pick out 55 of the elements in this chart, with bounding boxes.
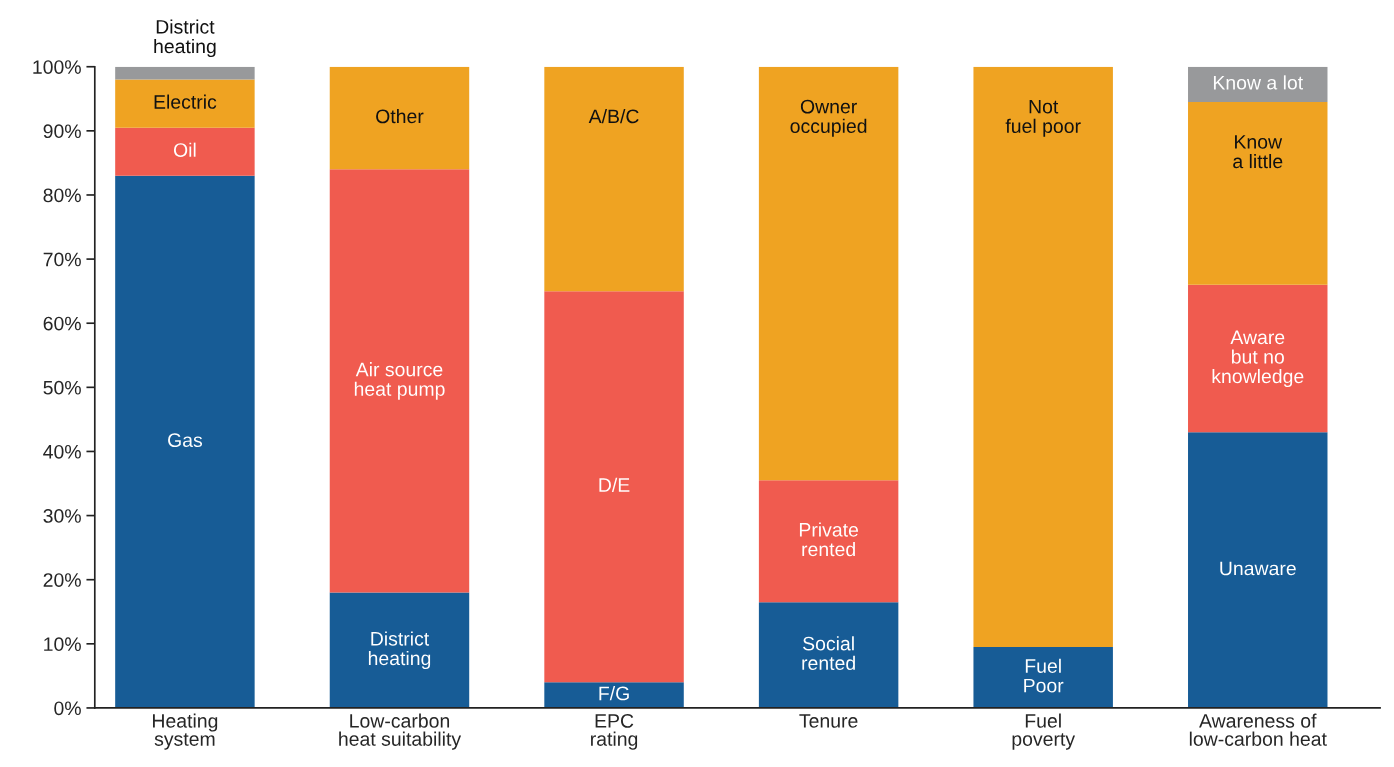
bar xyxy=(544,291,684,683)
y-tick-label: 20% xyxy=(43,573,81,587)
data-label: Private rented xyxy=(799,522,859,557)
y-tick-label: 50% xyxy=(43,380,81,395)
data-label: Know a lot xyxy=(1213,75,1304,90)
x-tick-label: EPC rating xyxy=(591,714,638,750)
y-tick-label: 100% xyxy=(33,60,81,74)
bar xyxy=(1188,284,1328,433)
data-label: Not fuel poor xyxy=(1005,99,1081,137)
y-tick-label: 40% xyxy=(43,444,81,459)
bar xyxy=(973,647,1113,708)
data-label: Air source heat pump xyxy=(354,362,445,400)
data-label: Aware but no knowledge xyxy=(1212,330,1304,388)
bar xyxy=(544,682,684,708)
bar xyxy=(115,127,255,176)
x-tick-label: Fuel poverty xyxy=(1012,713,1076,750)
x-tick-label: Awareness of low-carbon heat xyxy=(1189,713,1327,746)
bar xyxy=(544,66,684,292)
data-label: Know a little xyxy=(1233,135,1283,169)
bar xyxy=(329,592,470,708)
bar xyxy=(1188,66,1328,102)
data-label: Oil xyxy=(173,142,196,157)
data-label: D/E xyxy=(599,477,630,492)
y-tick-label: 90% xyxy=(43,124,81,139)
data-label: A/B/C xyxy=(588,108,639,124)
y-tick-label: 80% xyxy=(43,188,81,203)
data-label: Fuel Poor xyxy=(1024,658,1064,693)
bar xyxy=(758,480,899,603)
y-tick-label: 10% xyxy=(44,637,81,652)
bar xyxy=(115,175,255,708)
y-tick-label: 70% xyxy=(43,252,81,267)
data-label: District heating xyxy=(368,631,431,670)
data-label: District heating xyxy=(154,19,216,58)
bar xyxy=(758,66,899,481)
data-label: F/G xyxy=(599,686,629,701)
data-label: Gas xyxy=(168,433,203,448)
bar xyxy=(115,66,255,80)
bar xyxy=(115,79,255,128)
y-tick-label: 0% xyxy=(54,701,81,716)
y-tick-label: 30% xyxy=(43,509,81,523)
data-label: Unaware xyxy=(1220,561,1296,576)
data-label: Social rented xyxy=(802,636,855,671)
bar xyxy=(758,602,899,708)
x-tick-label: Low-carbon heat suitability xyxy=(339,713,462,750)
data-label: Owner occupied xyxy=(790,99,867,137)
x-tick-label: Tenure xyxy=(799,714,858,728)
x-tick-label: Heating system xyxy=(153,713,218,750)
bar xyxy=(1188,432,1328,708)
y-tick-label: 60% xyxy=(43,316,81,331)
data-label: Electric xyxy=(154,94,217,109)
bar xyxy=(1188,102,1328,285)
bar xyxy=(329,66,470,170)
bar xyxy=(973,66,1113,648)
data-label: Other xyxy=(376,108,424,124)
bar xyxy=(329,169,470,593)
